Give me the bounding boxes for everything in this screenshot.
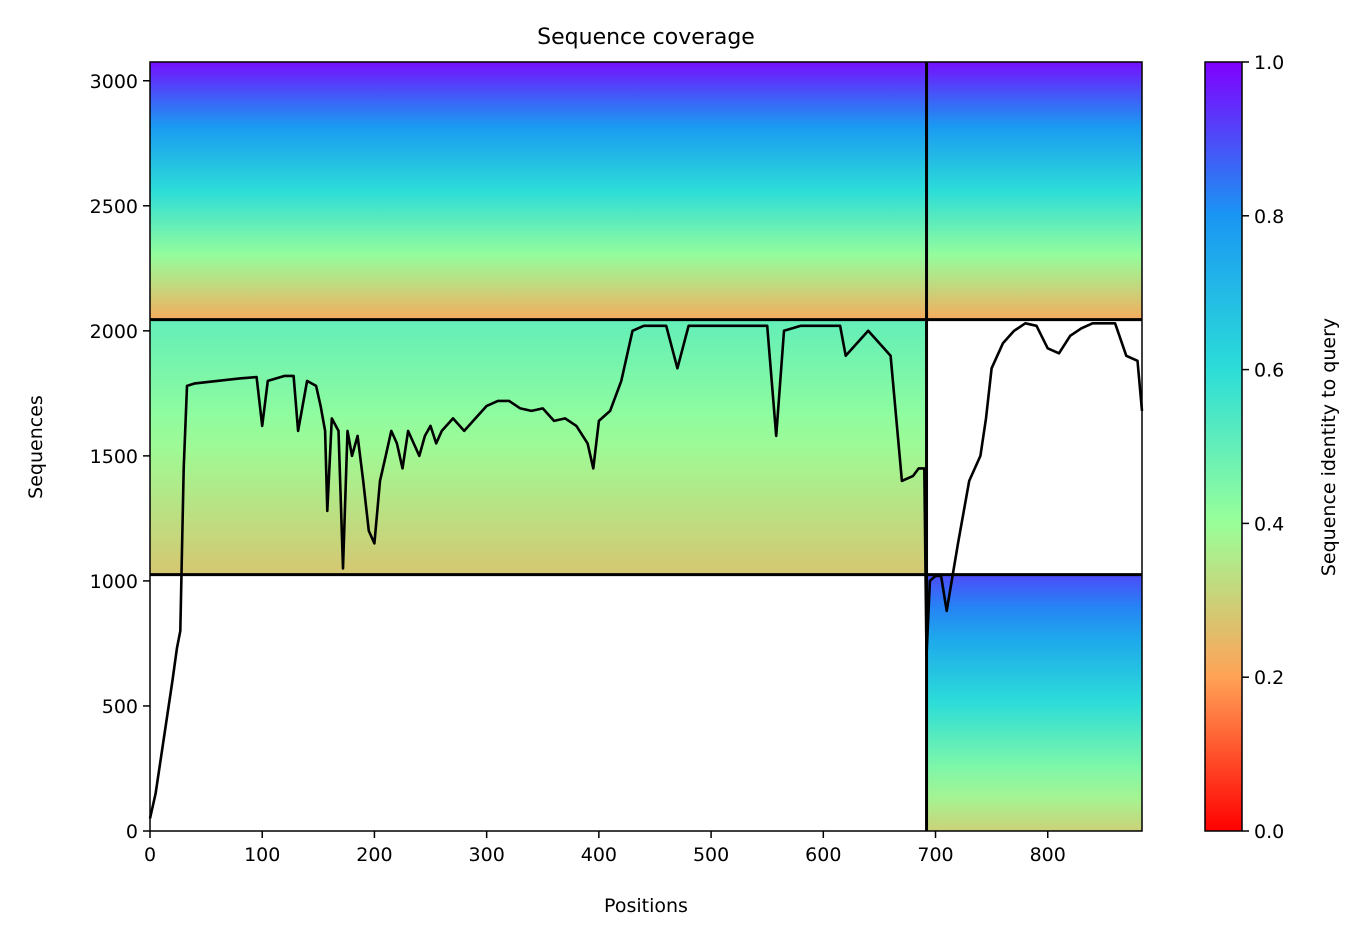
x-tick-label: 800 bbox=[1030, 844, 1066, 866]
x-axis: 0 100 200 300 400 500 600 700 800 bbox=[144, 831, 1066, 866]
x-tick-label: 0 bbox=[144, 844, 156, 866]
x-tick-label: 500 bbox=[693, 844, 729, 866]
y-tick-label: 1000 bbox=[90, 571, 138, 593]
x-axis-label: Positions bbox=[604, 895, 688, 917]
plot-frame bbox=[149, 61, 1143, 832]
colorbar-tick-label: 0.0 bbox=[1254, 821, 1284, 843]
x-tick-label: 200 bbox=[356, 844, 392, 866]
y-tick-label: 2000 bbox=[90, 321, 138, 343]
y-tick-label: 0 bbox=[126, 821, 138, 843]
y-tick-label: 3000 bbox=[90, 71, 138, 93]
colorbar: 0.0 0.2 0.4 0.6 0.8 1.0 bbox=[1204, 52, 1284, 843]
heatmap-block bbox=[150, 319, 927, 575]
y-tick-label: 2500 bbox=[90, 196, 138, 218]
x-tick-label: 400 bbox=[581, 844, 617, 866]
x-tick-label: 700 bbox=[917, 844, 953, 866]
x-tick-label: 100 bbox=[244, 844, 280, 866]
colorbar-tick-label: 0.4 bbox=[1254, 513, 1284, 535]
y-tick-label: 1500 bbox=[90, 446, 138, 468]
plot-area bbox=[148, 61, 1144, 832]
chart-title: Sequence coverage bbox=[537, 25, 755, 50]
heatmap-block bbox=[926, 574, 1142, 831]
colorbar-tick-label: 1.0 bbox=[1254, 52, 1284, 74]
y-axis-label: Sequences bbox=[25, 395, 47, 499]
colorbar-tick-label: 0.6 bbox=[1254, 360, 1284, 382]
colorbar-label: Sequence identity to query bbox=[1318, 318, 1340, 576]
heatmap-block bbox=[150, 62, 927, 320]
colorbar-tick-label: 0.2 bbox=[1254, 667, 1284, 689]
x-tick-label: 300 bbox=[469, 844, 505, 866]
colorbar-tick-label: 0.8 bbox=[1254, 206, 1284, 228]
colorbar-gradient bbox=[1204, 61, 1243, 832]
heatmap-block bbox=[926, 62, 1142, 320]
y-tick-label: 500 bbox=[102, 696, 138, 718]
y-axis: 0 500 1000 1500 2000 2500 3000 bbox=[90, 71, 150, 843]
coverage-line bbox=[148, 321, 1144, 819]
x-tick-label: 600 bbox=[805, 844, 841, 866]
